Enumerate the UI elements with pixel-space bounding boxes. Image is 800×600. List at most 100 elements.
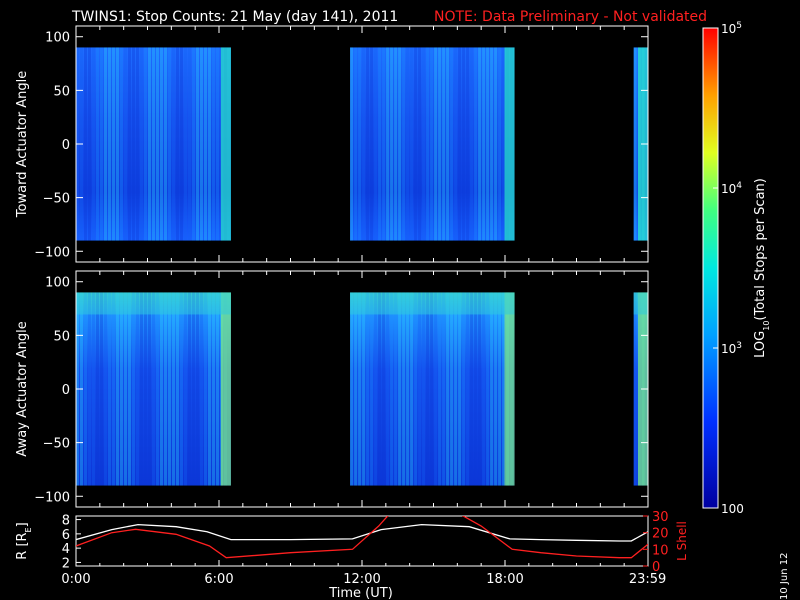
- heatmap-stripe: [358, 47, 362, 241]
- heatmap-top-band: [350, 292, 515, 315]
- heatmap-stripe: [120, 292, 123, 486]
- heatmap-edge: [504, 47, 515, 241]
- heatmap-stripe: [148, 47, 151, 241]
- heatmap-stripe: [366, 47, 370, 241]
- heatmap-stripe: [116, 47, 119, 241]
- y-tick-label: 50: [53, 84, 70, 99]
- heatmap-stripe: [358, 292, 362, 486]
- y-tick-label: −50: [43, 192, 70, 207]
- heatmap-stripe: [490, 292, 494, 486]
- heatmap-stripe: [438, 292, 442, 486]
- heatmap-stripe: [366, 292, 370, 486]
- heatmap-stripe: [430, 47, 434, 241]
- lshell-tick-label: 20: [652, 527, 669, 542]
- heatmap-stripe: [180, 292, 183, 486]
- heatmap-stripe: [188, 47, 191, 241]
- heatmap-stripe: [132, 292, 135, 486]
- lshell-line: [76, 516, 648, 559]
- heatmap-stripe: [382, 47, 386, 241]
- heatmap-stripe: [418, 47, 422, 241]
- heatmap-stripe: [414, 47, 418, 241]
- heatmap-stripe: [374, 292, 378, 486]
- heatmap-stripe: [212, 292, 215, 486]
- colorbar-tick-label: 105: [721, 21, 742, 36]
- heatmap-stripe: [108, 47, 111, 241]
- colorbar-frame: [702, 27, 719, 509]
- heatmap-stripe: [482, 292, 486, 486]
- heatmap-stripe: [208, 47, 211, 241]
- heatmap-stripe: [176, 47, 179, 241]
- heatmap-stripe: [160, 47, 163, 241]
- heatmap-stripe: [398, 47, 402, 241]
- y-tick-label: −50: [43, 437, 70, 452]
- time-tick-label: 6:00: [204, 572, 233, 587]
- heatmap-block: [76, 47, 231, 241]
- heatmap-stripe: [128, 47, 131, 241]
- heatmap-stripe: [633, 292, 637, 486]
- heatmap-block: [350, 47, 515, 241]
- toward-y-ticks: 100 50 0 −50 −100: [34, 26, 649, 262]
- heatmap-stripe: [164, 292, 167, 486]
- heatmap-stripe: [482, 47, 486, 241]
- heatmap-stripe: [502, 47, 506, 241]
- colorbar-ticks: 105 104 103 100: [713, 21, 744, 516]
- r-tick-label: 4: [62, 542, 70, 557]
- heatmap-stripe: [370, 292, 374, 486]
- heatmap-stripe: [498, 47, 502, 241]
- generation-date-stamp: 10 Jun 12: [779, 553, 790, 600]
- heatmap-stripe: [474, 47, 478, 241]
- heatmap-stripe: [200, 47, 203, 241]
- time-tick-label: 12:00: [343, 572, 380, 587]
- colorbar-tick-label: 100: [721, 502, 744, 516]
- heatmap-top-band: [76, 292, 231, 315]
- heatmap-stripe: [212, 47, 215, 241]
- heatmap-stripe: [406, 292, 410, 486]
- figure-title: TWINS1: Stop Counts: 21 May (day 141), 2…: [71, 9, 398, 25]
- time-tick-label: 0:00: [61, 572, 90, 587]
- y-tick-label: −100: [34, 490, 70, 505]
- heatmap-stripe: [498, 292, 502, 486]
- heatmap-stripe: [426, 47, 430, 241]
- heatmap-stripe: [116, 292, 119, 486]
- r-tick-label: 6: [62, 528, 70, 543]
- heatmap-stripe: [192, 292, 195, 486]
- heatmap-stripe: [112, 47, 115, 241]
- heatmap-stripe: [136, 292, 139, 486]
- heatmap-stripe: [390, 292, 394, 486]
- heatmap-stripe: [458, 47, 462, 241]
- heatmap-stripe: [398, 292, 402, 486]
- heatmap-stripe: [446, 47, 450, 241]
- heatmap-stripe: [422, 292, 426, 486]
- toward-y-axis-label: Toward Actuator Angle: [15, 71, 30, 218]
- heatmap-stripe: [434, 47, 438, 241]
- y-tick-label: 50: [53, 329, 70, 344]
- heatmap-stripe: [156, 47, 159, 241]
- colorbar-tick-label: 104: [721, 181, 742, 196]
- heatmap-stripe: [402, 47, 406, 241]
- heatmap-stripe: [490, 47, 494, 241]
- heatmap-stripe: [378, 292, 382, 486]
- heatmap-stripe: [374, 47, 378, 241]
- toward-heatmap: [76, 47, 648, 241]
- heatmap-stripe: [430, 292, 434, 486]
- heatmap-stripe: [450, 292, 454, 486]
- heatmap-stripe: [406, 47, 410, 241]
- lshell-tick-label: 0: [652, 560, 660, 575]
- y-tick-label: 100: [45, 276, 70, 291]
- heatmap-stripe: [112, 292, 115, 486]
- heatmap-stripe: [136, 47, 139, 241]
- colorbar-tick-label: 103: [721, 341, 742, 356]
- heatmap-stripe: [204, 47, 207, 241]
- heatmap-stripe: [100, 292, 103, 486]
- toward-angle-panel: 100 50 0 −50 −100 Toward Actuator Angle: [15, 25, 649, 263]
- heatmap-stripe: [104, 292, 107, 486]
- r-distance-line: [76, 523, 648, 542]
- heatmap-stripe: [148, 292, 151, 486]
- heatmap-stripe: [434, 292, 438, 486]
- heatmap-stripe: [124, 292, 127, 486]
- heatmap-stripe: [466, 292, 470, 486]
- heatmap-stripe: [494, 292, 498, 486]
